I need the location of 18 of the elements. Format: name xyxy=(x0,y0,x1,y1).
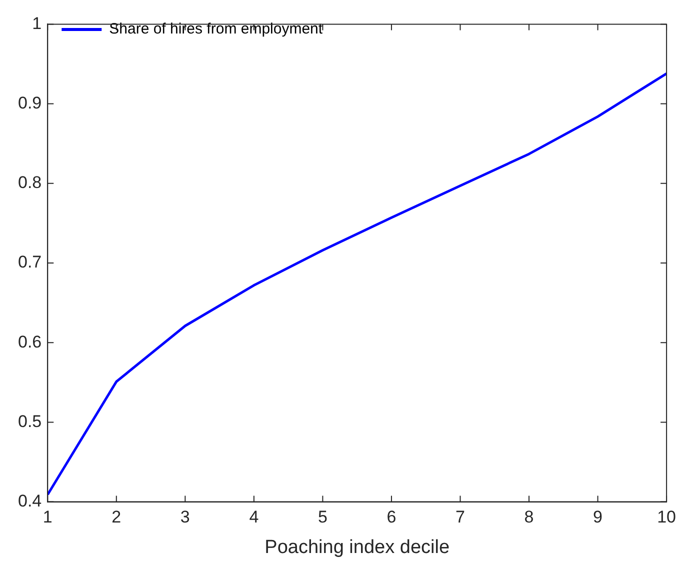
y-tick-label: 0.8 xyxy=(18,173,42,192)
y-tick-label: 0.7 xyxy=(18,252,42,272)
x-tick-label: 10 xyxy=(657,508,676,527)
x-tick-label: 7 xyxy=(456,508,465,527)
y-tick-label: 0.9 xyxy=(18,93,42,112)
y-tick-label: 1 xyxy=(32,14,42,33)
x-tick-label: 8 xyxy=(524,508,534,527)
y-tick-label: 0.4 xyxy=(18,491,42,510)
y-tick-label: 0.6 xyxy=(18,332,42,352)
y-tick-label: 0.5 xyxy=(18,412,42,431)
x-tick-label: 3 xyxy=(180,508,190,527)
x-axis-title: Poaching index decile xyxy=(264,536,450,558)
x-tick-label: 2 xyxy=(112,508,122,527)
legend-label: Share of hires from employment xyxy=(109,20,324,38)
x-tick-label: 4 xyxy=(249,508,259,527)
x-tick-label: 5 xyxy=(318,508,328,527)
x-tick-label: 9 xyxy=(593,508,603,527)
x-tick-label: 6 xyxy=(386,508,396,527)
